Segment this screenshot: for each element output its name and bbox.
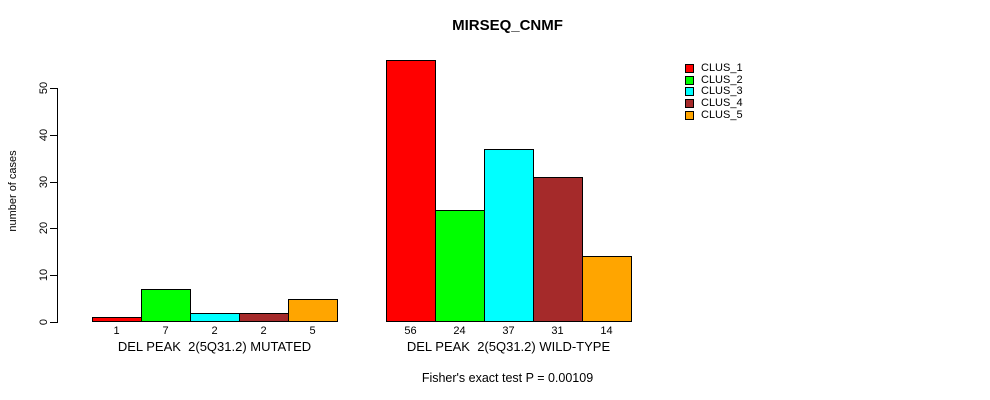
y-axis-tick: [50, 181, 57, 183]
legend-label: CLUS_1: [701, 62, 743, 75]
legend-swatch-clus_1: [685, 64, 694, 74]
bar-clus_1-group1: [92, 317, 142, 322]
bar-value-label: 24: [453, 325, 466, 337]
bar-value-label: 5: [309, 325, 316, 337]
legend-item: CLUS_3: [685, 86, 743, 98]
legend-swatch-clus_4: [685, 99, 694, 109]
bar-clus_3-group1: [190, 313, 240, 322]
bar-clus_4-group1: [239, 313, 289, 322]
y-axis-tick: [50, 322, 57, 323]
bar-clus_4-group2: [533, 177, 583, 322]
y-axis: [57, 88, 58, 323]
y-axis-tick: [50, 88, 57, 89]
legend-label: CLUS_3: [701, 85, 743, 98]
y-axis-tick: [50, 275, 57, 277]
group-label: DEL PEAK 2(5Q31.2) WILD-TYPE: [406, 339, 611, 354]
legend-label: CLUS_2: [701, 73, 743, 86]
legend-swatch-clus_5: [685, 110, 694, 120]
bar-clus_5-group1: [288, 299, 338, 322]
bar-value-label: 14: [600, 325, 613, 337]
group-label: DEL PEAK 2(5Q31.2) MUTATED: [117, 339, 312, 354]
legend: CLUS_1 CLUS_2 CLUS_3 CLUS_4 CLUS_5: [685, 63, 743, 121]
y-axis-tick: [50, 134, 57, 136]
legend-swatch-clus_3: [685, 87, 694, 97]
bar-value-label: 56: [404, 325, 417, 337]
legend-swatch-clus_2: [685, 75, 694, 85]
bar-value-label: 2: [260, 325, 267, 337]
legend-item: CLUS_1: [685, 63, 743, 75]
bar-clus_5-group2: [582, 256, 632, 322]
legend-item: CLUS_4: [685, 98, 743, 110]
bar-value-label: 1: [113, 325, 120, 337]
legend-item: CLUS_5: [685, 109, 743, 121]
bar-clus_2-group1: [141, 289, 191, 322]
bar-value-label: 7: [162, 325, 169, 337]
bar-value-label: 2: [211, 325, 218, 337]
bar-clus_3-group2: [484, 149, 534, 322]
bar-value-label: 31: [551, 325, 564, 337]
legend-label: CLUS_4: [701, 97, 743, 110]
bar-clus_2-group2: [435, 210, 485, 322]
chart-footnote: Fisher's exact test P = 0.00109: [421, 371, 594, 385]
bar-value-label: 37: [502, 325, 515, 337]
y-axis-tick: [50, 228, 57, 230]
bar-clus_1-group2: [386, 60, 436, 322]
legend-label: CLUS_5: [701, 108, 743, 121]
legend-item: CLUS_2: [685, 73, 743, 87]
chart-title: MIRSEQ_CNMF: [452, 17, 563, 34]
